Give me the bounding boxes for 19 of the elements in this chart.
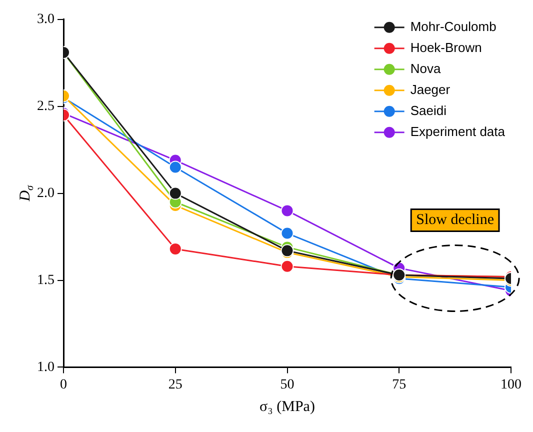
- y-tick-label: 1.0: [37, 360, 54, 375]
- legend-label: Nova: [410, 60, 442, 76]
- x-axis-title: σ₃ (MPa): [260, 399, 315, 416]
- legend-label: Jaeger: [410, 82, 451, 97]
- y-tick-label: 3.0: [37, 12, 54, 28]
- legend-label: Experiment data: [410, 124, 506, 139]
- x-tick-label: 100: [500, 377, 522, 392]
- legend-label: Hoek-Brown: [410, 40, 482, 55]
- annotation: Slow decline: [416, 212, 494, 228]
- legend-label: Saeidi: [410, 102, 447, 118]
- y-tick-label: 2.0: [37, 186, 54, 201]
- x-tick-label: 75: [392, 377, 406, 392]
- x-tick-label: 25: [168, 377, 182, 392]
- x-tick-label: 0: [60, 377, 67, 392]
- y-tick-label: 2.5: [37, 99, 54, 114]
- y-axis-title: Dσ: [17, 184, 36, 202]
- x-tick-label: 50: [280, 377, 294, 392]
- legend-label: Mohr-Coulomb: [410, 18, 496, 34]
- y-tick-label: 1.5: [37, 272, 54, 288]
